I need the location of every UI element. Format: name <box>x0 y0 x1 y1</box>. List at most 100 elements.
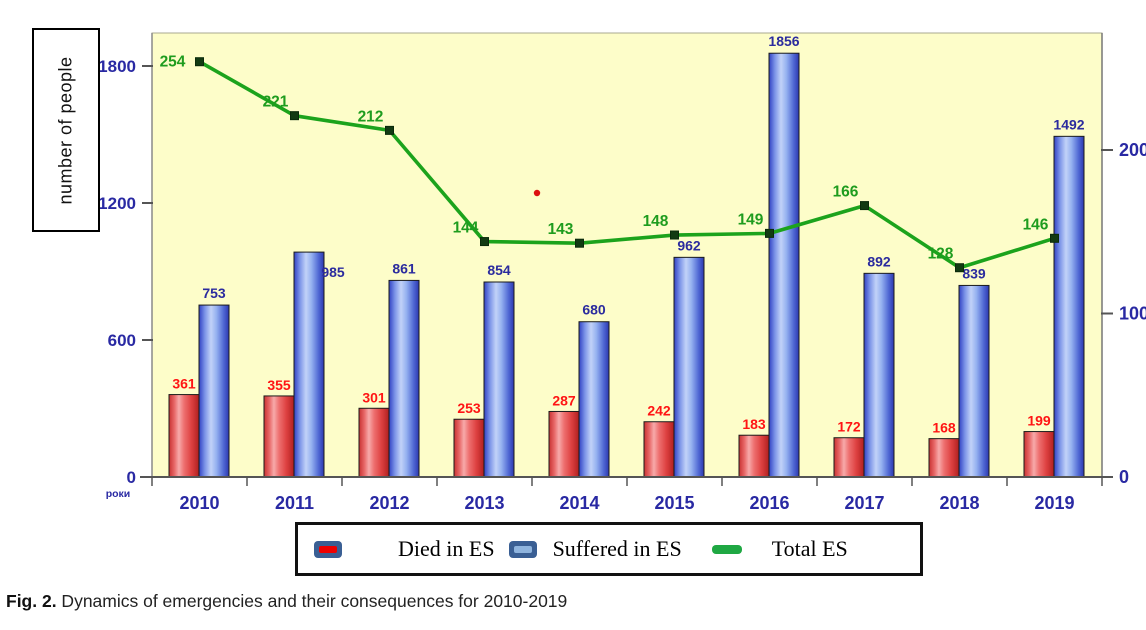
bar-suffered-2015 <box>673 256 705 478</box>
bar-died-2016 <box>738 434 770 478</box>
figure-caption-text: Dynamics of emergencies and their conseq… <box>56 591 568 611</box>
bar-died-2011 <box>263 395 295 478</box>
svg-text:168: 168 <box>932 420 956 436</box>
total-marker-2017 <box>860 201 869 211</box>
bar-suffered-2011 <box>293 251 325 478</box>
total-series-swatch-icon <box>711 544 742 554</box>
svg-text:143: 143 <box>548 221 574 238</box>
svg-text:680: 680 <box>582 302 606 318</box>
svg-text:355: 355 <box>267 377 291 393</box>
svg-text:199: 199 <box>1027 413 1051 429</box>
y-axis-title: number of people <box>55 55 76 205</box>
bar-died-2019 <box>1023 431 1055 478</box>
svg-text:1492: 1492 <box>1053 116 1084 132</box>
svg-text:753: 753 <box>202 285 226 301</box>
svg-text:183: 183 <box>742 416 766 432</box>
svg-text:128: 128 <box>928 246 954 263</box>
bar-suffered-2017 <box>863 272 895 478</box>
svg-text:839: 839 <box>962 265 986 281</box>
svg-text:2014: 2014 <box>559 493 599 513</box>
total-marker-2011 <box>290 111 299 121</box>
svg-text:2016: 2016 <box>749 493 789 513</box>
svg-text:149: 149 <box>738 211 764 228</box>
svg-text:2019: 2019 <box>1034 493 1074 513</box>
bar-died-2010 <box>168 394 200 478</box>
stray-red-dot <box>533 189 541 197</box>
bar-suffered-2012 <box>388 279 420 478</box>
figure-caption: Fig. 2. Dynamics of emergencies and thei… <box>6 591 567 612</box>
total-marker-2014 <box>575 238 584 248</box>
bar-died-2015 <box>643 421 675 478</box>
svg-text:200: 200 <box>1119 140 1146 160</box>
total-marker-2012 <box>385 125 394 135</box>
legend-label-died: Died in ES <box>398 536 495 561</box>
svg-text:253: 253 <box>457 400 481 416</box>
total-value-labels: 254 221 212 144 143 148 149 166 128 146 <box>160 54 1049 263</box>
figure-caption-label: Fig. 2. <box>6 591 57 611</box>
total-marker-2010 <box>195 57 204 67</box>
svg-text:0: 0 <box>1119 467 1129 487</box>
bar-suffered-2016 <box>768 52 800 478</box>
svg-text:854: 854 <box>487 262 511 278</box>
svg-text:242: 242 <box>647 403 671 419</box>
svg-text:роки: роки <box>106 488 131 500</box>
total-marker-2019 <box>1050 233 1059 243</box>
svg-text:2015: 2015 <box>654 493 694 513</box>
svg-text:2013: 2013 <box>464 493 504 513</box>
svg-text:100: 100 <box>1119 304 1146 324</box>
svg-text:221: 221 <box>263 94 289 111</box>
svg-text:2010: 2010 <box>179 493 219 513</box>
emergency-dynamics-chart: 361 753 355 985 301 861 253 854 287 680 242 962 183 1… <box>98 32 1146 513</box>
svg-text:892: 892 <box>867 253 891 269</box>
svg-text:861: 861 <box>392 260 416 276</box>
svg-text:301: 301 <box>362 389 386 405</box>
svg-text:600: 600 <box>108 331 136 350</box>
total-marker-2015 <box>670 230 679 240</box>
total-marker-2013 <box>480 237 489 247</box>
artifacts <box>533 189 541 197</box>
bar-suffered-2018 <box>958 284 990 478</box>
svg-text:361: 361 <box>172 376 196 392</box>
svg-text:172: 172 <box>837 419 861 435</box>
svg-text:2017: 2017 <box>844 493 884 513</box>
bar-died-2014 <box>548 410 580 478</box>
svg-text:287: 287 <box>552 392 576 408</box>
svg-text:144: 144 <box>453 220 479 237</box>
svg-text:2018: 2018 <box>939 493 979 513</box>
bar-suffered-2010 <box>198 304 230 478</box>
total-line <box>195 57 1059 273</box>
svg-text:0: 0 <box>127 468 136 487</box>
svg-text:985: 985 <box>321 264 345 280</box>
svg-text:212: 212 <box>358 108 384 125</box>
svg-text:962: 962 <box>677 237 701 253</box>
bar-value-labels: 361 753 355 985 301 861 253 854 287 680 242 962 183 1… <box>172 33 1084 435</box>
legend: Died in ES Suffered in ES Total ES <box>295 522 923 576</box>
svg-text:1800: 1800 <box>98 57 136 76</box>
svg-text:1856: 1856 <box>768 33 799 49</box>
axes: 0 600 1200 1800 0 100 200 <box>98 33 1146 487</box>
bar-suffered-2019 <box>1053 135 1085 478</box>
bar-suffered-2013 <box>483 281 515 478</box>
x-axis-labels: 2010 2011 2012 2013 2014 2015 2016 2017 2018 2019… <box>106 488 1075 513</box>
total-marker-2018 <box>955 263 964 273</box>
svg-text:2012: 2012 <box>369 493 409 513</box>
suffered-series-swatch-icon <box>508 540 537 558</box>
svg-text:146: 146 <box>1023 216 1049 233</box>
bar-died-2018 <box>928 438 960 478</box>
svg-text:2011: 2011 <box>275 493 314 513</box>
legend-label-total: Total ES <box>771 536 848 561</box>
y-axis-title-box: number of people <box>32 28 100 232</box>
died-series-swatch-icon <box>314 540 342 558</box>
bar-suffered-2014 <box>578 321 610 478</box>
svg-text:254: 254 <box>160 54 186 71</box>
bar-died-2013 <box>453 418 485 478</box>
bar-died-2017 <box>833 437 865 478</box>
total-marker-2016 <box>765 228 774 238</box>
svg-text:166: 166 <box>833 184 859 201</box>
bar-died-2012 <box>358 407 390 478</box>
svg-text:1200: 1200 <box>98 194 136 213</box>
legend-label-suffered: Suffered in ES <box>552 536 682 561</box>
bars <box>168 52 1085 478</box>
svg-text:148: 148 <box>643 213 669 230</box>
